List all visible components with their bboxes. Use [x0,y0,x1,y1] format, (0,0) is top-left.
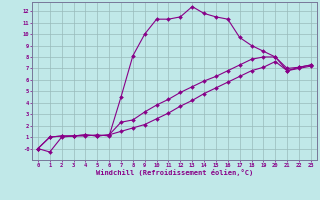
X-axis label: Windchill (Refroidissement éolien,°C): Windchill (Refroidissement éolien,°C) [96,169,253,176]
